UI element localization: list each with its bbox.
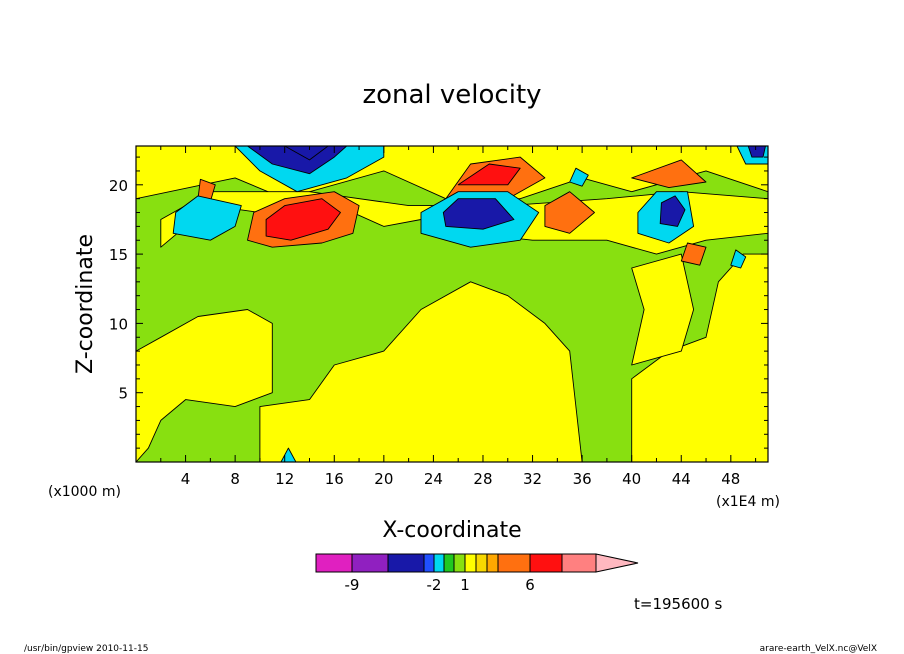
colorbar-swatch (497, 553, 531, 573)
colorbar-swatch (529, 553, 563, 573)
colorbar-swatch (351, 553, 389, 573)
colorbar-swatch (486, 553, 499, 573)
colorbar-tick-label: -9 (345, 576, 360, 594)
y-tick-label: 10 (109, 315, 128, 333)
y-tick-label: 5 (118, 385, 128, 403)
y-axis-label: Z-coordinate (73, 234, 98, 374)
colorbar-tick-label: 1 (460, 576, 470, 594)
contour-region-15 (172, 195, 242, 241)
plot-frame (135, 145, 769, 463)
contour-region-8 (265, 198, 341, 241)
colorbar-swatch (433, 553, 445, 573)
contour-region-12 (544, 191, 595, 234)
contour-region-26 (730, 249, 747, 269)
contour-region-3 (259, 281, 583, 462)
colorbar: -9 -2 1 6 (315, 553, 639, 594)
x-tick-label: 4 (181, 470, 191, 488)
colorbar-swatch (387, 553, 425, 573)
x-tick-label: 12 (275, 470, 294, 488)
contour-region-24 (747, 146, 766, 158)
footer-left: /usr/bin/gpview 2010-11-15 (24, 644, 148, 654)
contour-region-11 (631, 159, 707, 189)
x-tick-label: 28 (473, 470, 492, 488)
colorbar-swatch (475, 553, 488, 573)
contour-region-13 (680, 242, 707, 266)
x-axis-label: X-coordinate (382, 518, 521, 543)
contour-region-17 (442, 198, 515, 230)
contour-field (136, 146, 768, 462)
contour-region-19 (247, 146, 348, 175)
contour-region-10 (457, 163, 521, 186)
x-axis: 4 8 12 16 20 24 28 32 36 40 44 48 (160, 146, 757, 488)
x-tick-label: 48 (721, 470, 740, 488)
colorbar-swatch (561, 553, 597, 573)
x-tick-label: 24 (424, 470, 443, 488)
x-tick-label: 36 (573, 470, 592, 488)
x-tick-label: 44 (672, 470, 691, 488)
x-unit-right: (x1E4 m) (716, 494, 780, 510)
colorbar-arrow (595, 553, 639, 573)
colorbar-swatch (443, 553, 455, 573)
footer-right: arare-earth_VelX.nc@VelX (760, 644, 877, 654)
contour-region-6 (631, 253, 695, 366)
colorbar-swatch (423, 553, 435, 573)
contour-region-20 (284, 146, 329, 161)
colorbar-swatch (453, 553, 466, 573)
y-tick-label: 20 (109, 177, 128, 195)
contour-region-25 (569, 167, 589, 187)
x-tick-label: 32 (523, 470, 542, 488)
colorbar-tick-label: -2 (427, 576, 442, 594)
y-axis: 5 10 15 20 (109, 156, 768, 449)
x-tick-label: 20 (374, 470, 393, 488)
contour-region-4 (631, 253, 768, 462)
colorbar-swatch (464, 553, 477, 573)
x-tick-label: 8 (230, 470, 240, 488)
x-unit-left: (x1000 m) (48, 484, 121, 500)
y-tick-label: 15 (109, 246, 128, 264)
x-tick-label: 16 (325, 470, 344, 488)
colorbar-swatch (315, 553, 353, 573)
chart-title: zonal velocity (362, 80, 541, 110)
colorbar-tick-label: 6 (525, 576, 535, 594)
contour-region-22 (659, 195, 686, 227)
contour-region-2 (136, 309, 273, 462)
time-label: t=195600 s (634, 595, 722, 613)
x-tick-label: 40 (622, 470, 641, 488)
